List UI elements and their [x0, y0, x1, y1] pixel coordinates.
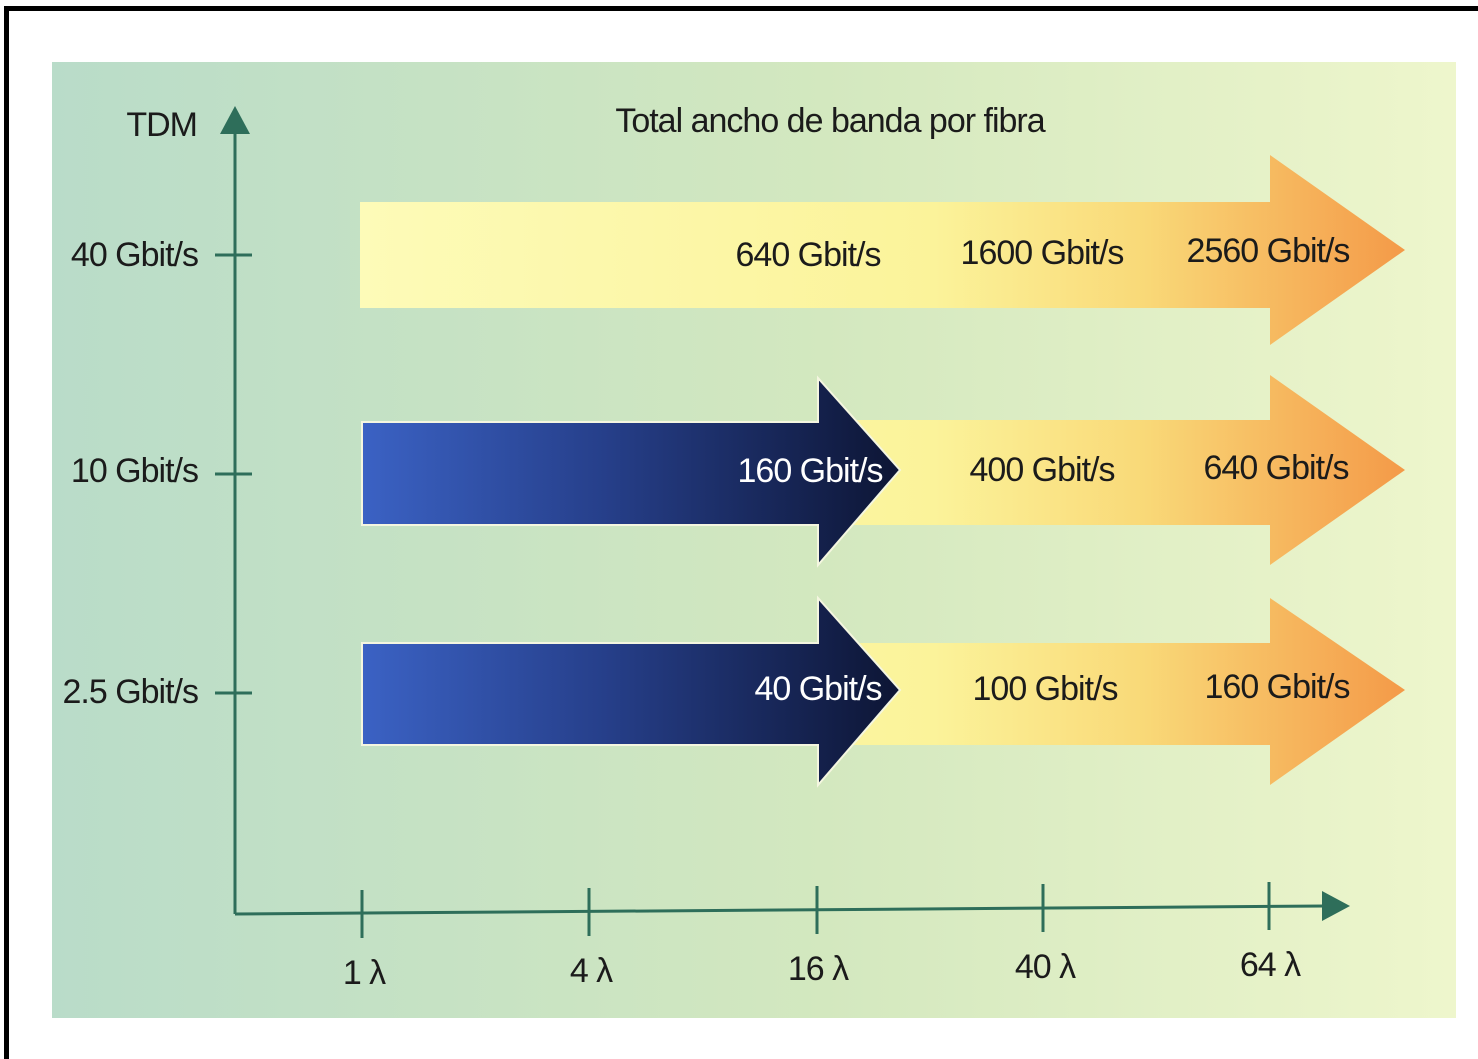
y-tick-label: 10 Gbit/s [71, 452, 198, 490]
bandwidth-value: 100 Gbit/s [973, 670, 1118, 708]
x-tick-label: 16 λ [788, 950, 849, 988]
y-axis-label: TDM [126, 106, 197, 144]
x-tick-label: 4 λ [570, 952, 613, 990]
arrow-10g-blue [361, 375, 902, 568]
y-tick-label: 2.5 Gbit/s [62, 673, 198, 711]
bandwidth-value: 160 Gbit/s [1205, 668, 1350, 706]
x-tick-label: 64 λ [1240, 946, 1301, 984]
arrow-2g5-warm [850, 598, 1405, 785]
diagram-title: Total ancho de banda por fibra [615, 102, 1045, 140]
y-axis-arrowhead [220, 106, 250, 134]
x-tick-label: 40 λ [1015, 948, 1076, 986]
bandwidth-value: 400 Gbit/s [970, 451, 1115, 489]
arrow-10g-warm [850, 375, 1405, 565]
bandwidth-value: 160 Gbit/s [738, 452, 883, 490]
bandwidth-value: 2560 Gbit/s [1187, 232, 1350, 270]
bandwidth-value: 640 Gbit/s [736, 236, 881, 274]
x-axis-line [234, 904, 1326, 916]
x-tick-label: 1 λ [343, 954, 386, 992]
bandwidth-value: 40 Gbit/s [754, 670, 881, 708]
arrow-2g5-blue [361, 595, 902, 788]
bandwidth-value: 640 Gbit/s [1204, 449, 1349, 487]
bandwidth-value: 1600 Gbit/s [961, 234, 1124, 272]
x-axis-arrowhead [1322, 891, 1350, 921]
arrow-40g-warm [360, 155, 1405, 345]
y-tick-label: 40 Gbit/s [71, 236, 198, 274]
